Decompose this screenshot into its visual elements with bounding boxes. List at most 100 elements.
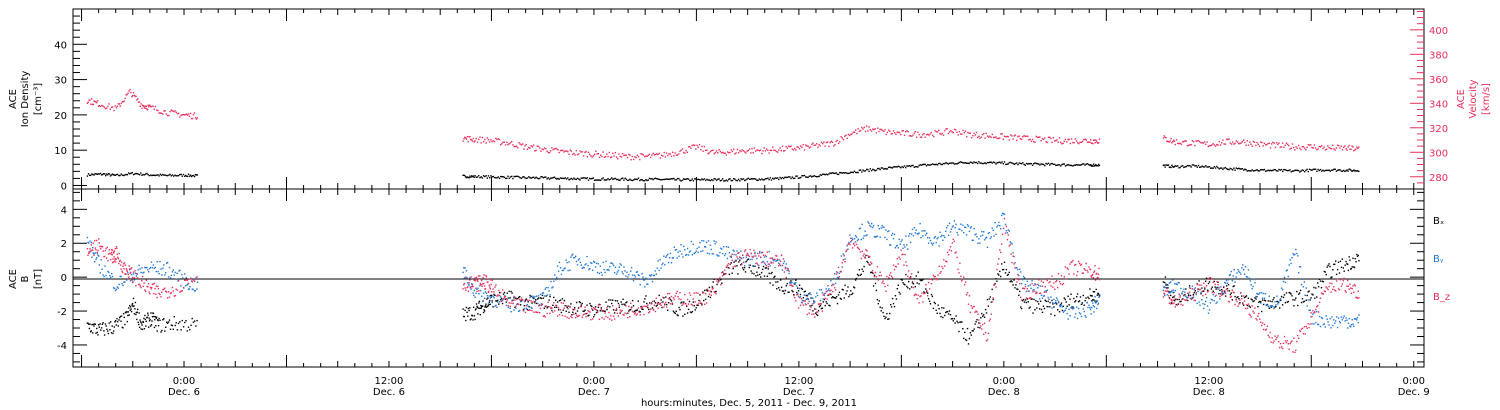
velocity-point <box>933 135 935 138</box>
by-point <box>189 286 191 288</box>
velocity-point <box>1263 142 1266 144</box>
velocity-point <box>1234 142 1236 145</box>
by-point <box>900 240 902 243</box>
velocity-point <box>492 140 495 142</box>
bx-point <box>1306 294 1308 297</box>
bx-point <box>961 321 963 323</box>
bx-point <box>1054 314 1056 317</box>
bz-point <box>585 316 587 318</box>
velocity-point <box>1266 143 1268 146</box>
bz-point <box>1073 273 1075 275</box>
by-point <box>594 266 597 268</box>
by-point <box>1062 311 1065 313</box>
bx-point <box>654 302 657 304</box>
density-point <box>1224 166 1227 169</box>
bx-point <box>1231 299 1233 301</box>
bx-point <box>979 327 981 329</box>
velocity-point <box>466 135 469 138</box>
density-point <box>829 172 831 174</box>
by-point <box>88 242 90 244</box>
bz-point <box>1251 305 1253 307</box>
density-point <box>1208 166 1211 168</box>
bz-point <box>482 276 484 279</box>
by-point <box>546 294 548 296</box>
density-point <box>751 178 753 180</box>
bx-point <box>800 287 803 290</box>
bz-point <box>654 310 657 313</box>
by-point <box>108 271 110 274</box>
by-point <box>1216 301 1218 303</box>
bx-point <box>1168 297 1171 299</box>
bx-point <box>1225 285 1228 287</box>
bx-point <box>826 302 828 305</box>
by-point <box>836 276 839 279</box>
velocity-point <box>774 149 776 152</box>
bx-point <box>500 299 502 301</box>
by-point <box>1297 255 1299 257</box>
by-point <box>1028 290 1030 292</box>
density-point <box>814 175 817 178</box>
velocity-point <box>1286 143 1289 145</box>
bx-point <box>999 270 1001 273</box>
bz-point <box>1352 285 1354 287</box>
density-point <box>534 177 536 179</box>
bz-point <box>88 251 91 254</box>
velocity-point <box>734 153 736 155</box>
velocity-point <box>557 149 559 151</box>
bz-point <box>780 254 783 256</box>
velocity-point <box>817 146 819 148</box>
density-point <box>959 161 962 163</box>
density-point <box>664 178 667 180</box>
bz-point <box>730 255 732 257</box>
bx-point <box>888 318 890 320</box>
velocity-point <box>885 133 887 136</box>
bz-point <box>685 303 687 305</box>
bx-point <box>571 314 573 316</box>
bz-point <box>662 296 664 299</box>
by-point <box>559 267 562 269</box>
bz-point <box>978 319 980 321</box>
bz-point <box>465 289 467 291</box>
density-point <box>707 179 709 181</box>
by-point <box>86 236 89 239</box>
velocity-point <box>91 103 94 106</box>
bx-point <box>148 326 150 328</box>
velocity-point <box>1267 142 1269 145</box>
velocity-point <box>592 155 595 157</box>
by-point <box>733 250 735 252</box>
bx-point <box>473 306 475 308</box>
bz-point <box>544 316 546 318</box>
by-point <box>925 234 927 236</box>
density-point <box>1098 164 1101 167</box>
by-point <box>564 267 566 269</box>
bz-point <box>485 274 487 277</box>
density-point <box>1255 169 1257 172</box>
by-point <box>554 274 556 276</box>
velocity-point <box>1314 147 1317 149</box>
velocity-point <box>658 152 660 155</box>
velocity-point <box>1075 140 1078 142</box>
bx-point <box>468 309 470 312</box>
density-point <box>186 175 189 178</box>
bz-point <box>635 314 638 316</box>
by-point <box>956 231 958 234</box>
bx-point <box>489 303 491 305</box>
by-point <box>618 266 620 268</box>
bx-point <box>116 320 119 323</box>
bx-point <box>643 301 645 303</box>
velocity-point <box>1268 142 1270 144</box>
by-point <box>491 301 493 304</box>
by-point <box>123 281 125 283</box>
bx-point <box>848 295 850 298</box>
by-point <box>1164 286 1167 289</box>
bz-point <box>111 254 113 256</box>
bx-point <box>934 302 936 305</box>
by-point <box>106 277 108 280</box>
bx-point <box>1226 288 1229 290</box>
velocity-point <box>487 139 490 141</box>
density-point <box>628 179 630 181</box>
bz-point <box>1317 305 1319 307</box>
by-point <box>1249 280 1251 282</box>
velocity-point <box>1196 140 1198 142</box>
bx-point <box>608 299 610 301</box>
